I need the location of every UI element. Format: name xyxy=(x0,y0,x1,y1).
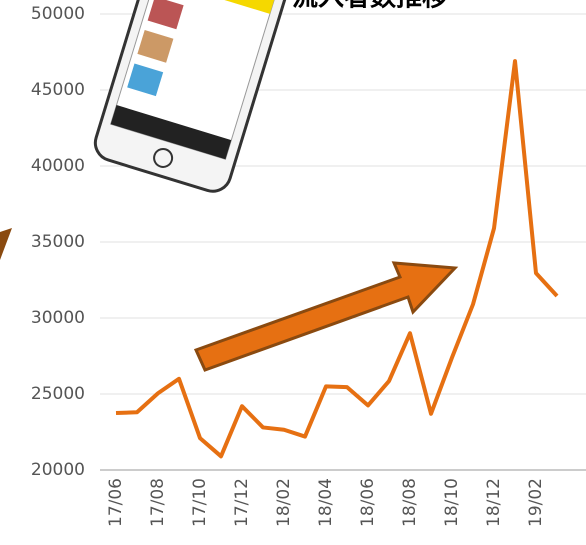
x-tick-label: 18/02 xyxy=(274,478,294,527)
y-tick-label: 25000 xyxy=(31,384,85,404)
y-tick-label: 30000 xyxy=(31,308,85,328)
x-tick-label: 18/06 xyxy=(358,478,378,527)
x-tick-label: 19/02 xyxy=(526,478,546,527)
x-tick-label: 18/04 xyxy=(316,478,336,527)
y-tick-label: 45000 xyxy=(31,80,85,100)
y-tick-label: 50000 xyxy=(31,4,85,24)
x-tick-label: 18/10 xyxy=(442,478,462,527)
x-tick-label: 17/08 xyxy=(148,478,168,527)
x-tick-label: 18/08 xyxy=(400,478,420,527)
edge-arrow xyxy=(0,228,12,260)
chart: 流入者数推移 20000 25000 30000 35000 40000 45000 500… xyxy=(0,0,586,545)
x-tick-label: 17/06 xyxy=(106,478,126,527)
chart-title: 流入者数推移 xyxy=(292,0,448,13)
y-tick-label: 35000 xyxy=(31,232,85,252)
y-tick-label: 20000 xyxy=(31,460,85,480)
x-tick-label: 17/12 xyxy=(232,478,252,527)
y-tick-label: 40000 xyxy=(31,156,85,176)
x-tick-label: 17/10 xyxy=(190,478,210,527)
x-tick-label: 18/12 xyxy=(484,478,504,527)
